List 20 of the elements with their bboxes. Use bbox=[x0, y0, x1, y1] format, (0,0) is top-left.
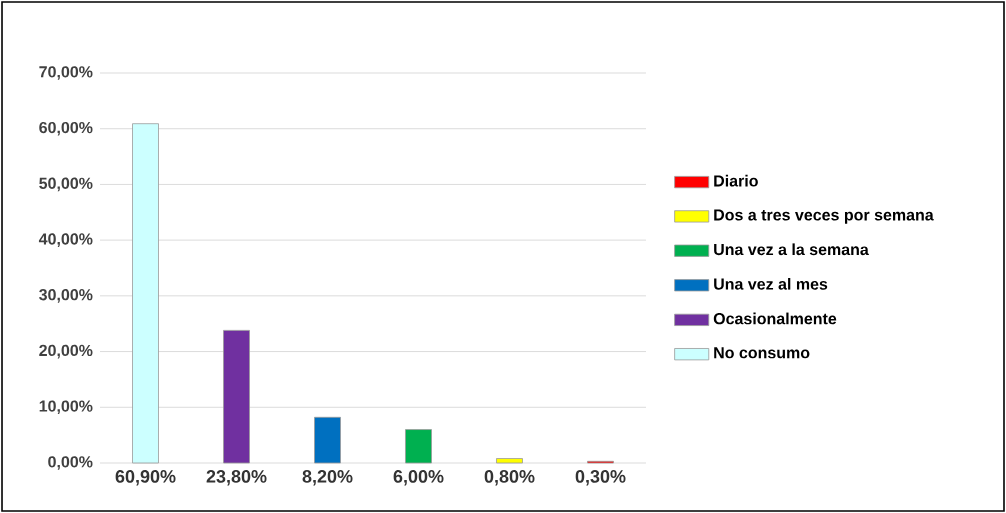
y-tick-label: 30,00% bbox=[39, 289, 93, 303]
legend-label: Una vez a la semana bbox=[714, 243, 869, 256]
data-label: 8,20% bbox=[302, 470, 353, 486]
legend-label: Ocasionalmente bbox=[713, 312, 837, 325]
y-tick-label: 10,00% bbox=[39, 400, 93, 415]
legend-label: No consumo bbox=[714, 347, 810, 359]
legend-label: Diario bbox=[714, 174, 758, 187]
data-label: 60,90% bbox=[115, 470, 176, 486]
y-tick-label: 50,00% bbox=[39, 177, 93, 192]
data-label: 0,30% bbox=[575, 470, 626, 486]
legend-label: Dos a tres veces por semana bbox=[714, 209, 934, 224]
y-tick-label: 70,00% bbox=[39, 66, 93, 80]
legend-label: Una vez al mes bbox=[714, 277, 828, 290]
data-label: 23,80% bbox=[206, 470, 267, 486]
y-tick-label: 60,00% bbox=[39, 121, 93, 136]
data-label: 6,00% bbox=[393, 470, 444, 486]
y-tick-label: 40,00% bbox=[38, 233, 93, 247]
y-tick-label: 20,00% bbox=[39, 344, 93, 359]
y-tick-label: 0,00% bbox=[48, 456, 93, 470]
data-label: 0,80% bbox=[484, 470, 535, 486]
